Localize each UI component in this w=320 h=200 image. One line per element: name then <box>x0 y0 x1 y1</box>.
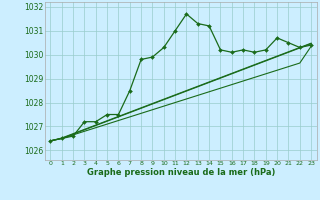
X-axis label: Graphe pression niveau de la mer (hPa): Graphe pression niveau de la mer (hPa) <box>87 168 275 177</box>
